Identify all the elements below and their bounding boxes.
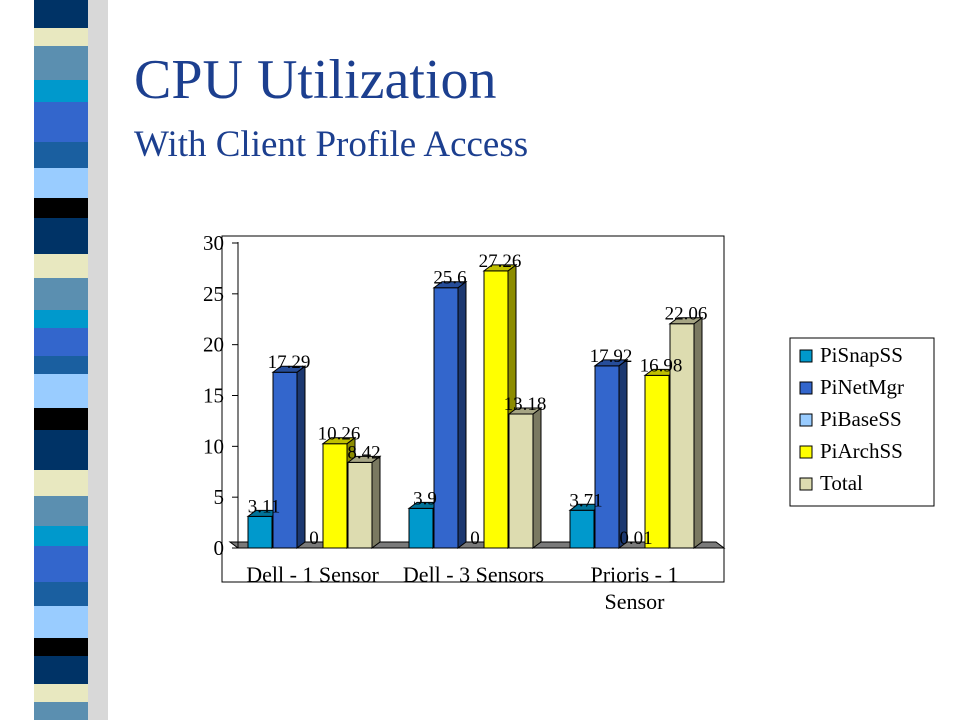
data-label: 25.6 — [433, 268, 466, 289]
category-label: Dell - 3 Sensors — [403, 562, 544, 587]
stripe-block — [34, 374, 88, 408]
bar-piarchss-2 — [643, 368, 679, 549]
stripe-block — [34, 168, 88, 198]
data-label: 13.18 — [504, 394, 547, 415]
bar-total-2 — [668, 316, 704, 549]
legend-entry: PiNetMgr — [820, 375, 904, 399]
data-label: 16.98 — [640, 355, 683, 376]
stripe-block — [34, 356, 88, 374]
legend: PiSnapSS PiNetMgr PiBaseSS PiArchSS Total — [789, 337, 935, 507]
bar-pinetmgr-1 — [432, 280, 468, 549]
stripe-block — [34, 526, 88, 546]
stripe-block — [34, 142, 88, 168]
stripe-block — [34, 656, 88, 684]
stripe-block — [34, 80, 88, 102]
stripe-block — [34, 0, 88, 28]
slide-subtitle: With Client Profile Access — [134, 124, 529, 165]
data-label: 17.29 — [268, 352, 311, 373]
stripe-block — [34, 254, 88, 278]
data-label: 3.11 — [248, 496, 281, 517]
legend-entry: PiSnapSS — [820, 343, 903, 367]
data-label: 17.92 — [590, 346, 633, 367]
y-tick-label: 15 — [203, 384, 224, 408]
plot-area-frame — [221, 235, 725, 583]
data-label: 0 — [470, 528, 480, 549]
bar-pinetmgr-0 — [271, 365, 307, 549]
legend-swatch — [799, 349, 813, 363]
data-label: 22.06 — [665, 304, 708, 325]
y-tick-label: 25 — [203, 282, 224, 306]
legend-swatch — [799, 477, 813, 491]
category-label: Prioris - 1 — [591, 562, 679, 587]
legend-swatch — [799, 381, 813, 395]
bar-total-0 — [346, 455, 382, 549]
decorative-stripe-band — [34, 0, 108, 720]
stripe-block — [34, 606, 88, 638]
stripe-block — [34, 582, 88, 606]
y-tick-label: 5 — [214, 485, 225, 509]
stripe-block — [34, 430, 88, 470]
bars-layer — [246, 263, 704, 549]
stripe-block — [34, 470, 88, 496]
stripe-block — [34, 546, 88, 582]
data-label: 10.26 — [318, 424, 361, 445]
data-label: 0 — [309, 528, 319, 549]
stripe-shadow — [88, 0, 108, 720]
stripe-block — [34, 638, 88, 656]
category-labels-layer: Dell - 1 Sensor Dell - 3 Sensors Prioris -… — [246, 562, 678, 614]
data-label: 3.9 — [413, 488, 437, 509]
data-label: 27.26 — [479, 251, 522, 272]
stripe-block — [34, 102, 88, 142]
stripe-block — [34, 278, 88, 310]
data-labels-layer: 3.11 17.29 0 10.268.42 3.9 25.6 0 27.26 13.18 3.7… — [248, 251, 708, 549]
stripe-block — [34, 408, 88, 430]
stripe-block — [34, 496, 88, 526]
stripe-block — [34, 28, 88, 46]
stripe-block — [34, 328, 88, 356]
y-axis-ticks: 0 5 10 15 20 25 30 — [203, 231, 238, 560]
stripe-block — [34, 702, 88, 720]
slide-title: CPU Utilization — [134, 49, 497, 111]
bar-pinetmgr-2 — [593, 358, 629, 549]
y-tick-label: 30 — [203, 231, 224, 255]
category-label: Dell - 1 Sensor — [246, 562, 379, 587]
stripe-block — [34, 684, 88, 702]
bar-total-1 — [507, 407, 543, 549]
legend-swatch — [799, 445, 813, 459]
legend-entry: PiArchSS — [820, 439, 903, 463]
legend-swatch — [799, 413, 813, 427]
data-label: 0.01 — [619, 528, 652, 549]
category-label: Sensor — [605, 589, 666, 614]
legend-entry: Total — [820, 471, 863, 495]
legend-entry: PiBaseSS — [820, 407, 902, 431]
y-tick-label: 10 — [203, 434, 224, 458]
stripe-block — [34, 46, 88, 80]
stripe-block — [34, 198, 88, 218]
stripe-block — [34, 310, 88, 328]
legend-frame — [789, 337, 935, 507]
y-tick-label: 0 — [214, 536, 225, 560]
data-label: 3.71 — [569, 490, 602, 511]
data-label: 8.42 — [347, 442, 380, 463]
y-tick-label: 20 — [203, 333, 224, 357]
stripe-block — [34, 218, 88, 254]
